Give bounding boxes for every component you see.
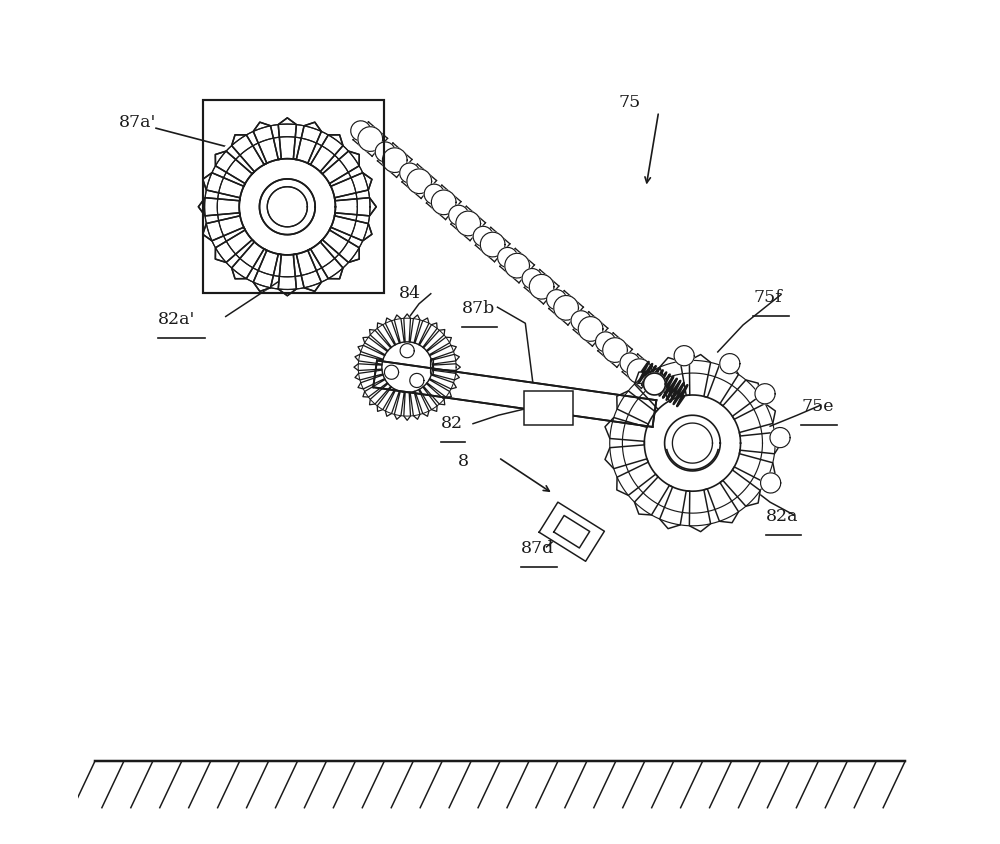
Circle shape — [356, 316, 458, 418]
Polygon shape — [720, 354, 740, 374]
Polygon shape — [431, 190, 456, 214]
Polygon shape — [373, 360, 656, 427]
Polygon shape — [627, 359, 652, 383]
Polygon shape — [480, 232, 505, 257]
Text: 82a': 82a' — [158, 311, 196, 327]
Text: 87b: 87b — [462, 300, 495, 316]
Polygon shape — [761, 473, 781, 493]
Text: 87d: 87d — [521, 540, 554, 557]
Polygon shape — [400, 163, 420, 183]
Polygon shape — [665, 415, 720, 471]
Bar — [524, 391, 573, 425]
Text: 75f: 75f — [753, 289, 782, 306]
Polygon shape — [578, 316, 603, 341]
Text: 84: 84 — [399, 285, 421, 302]
Text: 75e: 75e — [801, 398, 834, 415]
Polygon shape — [522, 268, 542, 289]
Circle shape — [201, 121, 373, 293]
Polygon shape — [554, 295, 579, 320]
Polygon shape — [645, 374, 664, 394]
Polygon shape — [539, 502, 604, 561]
Polygon shape — [605, 354, 781, 532]
Polygon shape — [571, 311, 591, 331]
Polygon shape — [198, 118, 376, 295]
Polygon shape — [505, 253, 530, 278]
Polygon shape — [351, 121, 371, 141]
Polygon shape — [407, 169, 432, 193]
Polygon shape — [554, 516, 590, 548]
Polygon shape — [770, 427, 790, 447]
Circle shape — [606, 357, 778, 529]
Circle shape — [201, 121, 373, 293]
Polygon shape — [547, 289, 567, 310]
Polygon shape — [644, 373, 665, 395]
Polygon shape — [354, 314, 460, 420]
Polygon shape — [358, 127, 383, 151]
Polygon shape — [384, 365, 399, 379]
Text: 8: 8 — [458, 453, 469, 470]
Text: 75: 75 — [618, 95, 640, 111]
Polygon shape — [596, 332, 616, 352]
Polygon shape — [410, 373, 424, 387]
Polygon shape — [198, 118, 376, 295]
Polygon shape — [603, 338, 627, 362]
Polygon shape — [674, 345, 694, 365]
Polygon shape — [382, 148, 407, 172]
Polygon shape — [449, 205, 469, 225]
Polygon shape — [259, 179, 315, 235]
Bar — [203, 100, 384, 293]
Bar — [203, 100, 384, 293]
Polygon shape — [473, 226, 493, 246]
Polygon shape — [400, 344, 414, 358]
Polygon shape — [259, 179, 315, 235]
Text: 87a': 87a' — [119, 114, 156, 131]
Text: 82a: 82a — [766, 508, 798, 525]
Polygon shape — [375, 142, 395, 162]
Polygon shape — [529, 274, 554, 299]
Polygon shape — [755, 384, 775, 404]
Polygon shape — [424, 184, 444, 204]
Polygon shape — [456, 211, 481, 235]
Polygon shape — [620, 353, 640, 373]
Text: 82: 82 — [441, 415, 463, 432]
Polygon shape — [498, 247, 518, 268]
